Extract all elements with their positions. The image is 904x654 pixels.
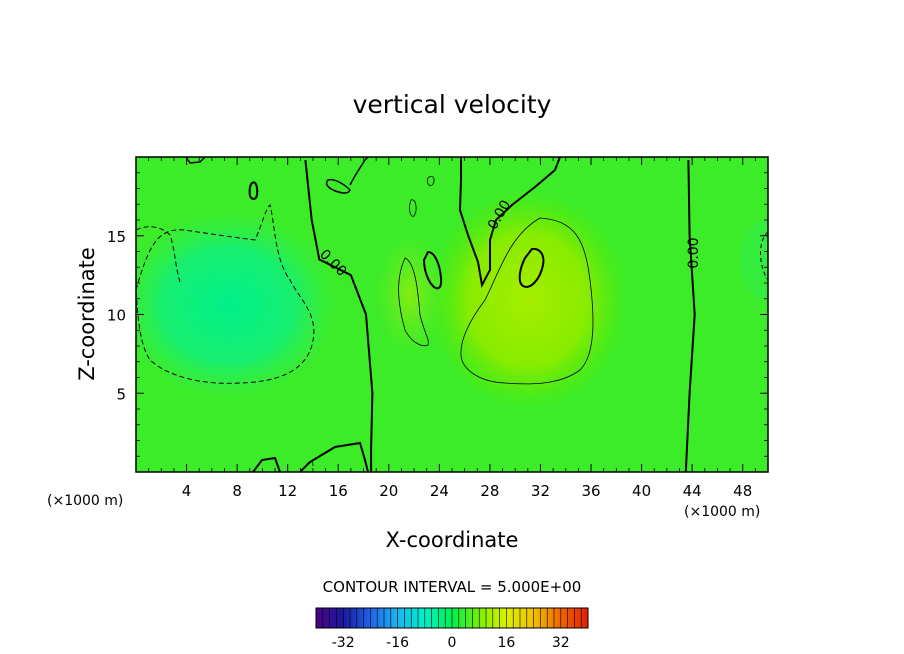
downdraft-shading bbox=[136, 210, 338, 400]
contour-interval-text: CONTOUR INTERVAL = 5.000E+00 bbox=[323, 578, 582, 596]
thin-contour-top-small-2 bbox=[409, 199, 417, 217]
thin-tiny-bottom bbox=[305, 461, 314, 467]
colorbar-segments bbox=[322, 608, 582, 628]
colorbar-tick-label: -32 bbox=[332, 635, 355, 651]
right-edge-shading bbox=[740, 220, 768, 300]
zero-contour-central-tongue bbox=[458, 157, 561, 289]
x-tick-label: 20 bbox=[379, 482, 398, 500]
y-axis-label: Z-coordinate bbox=[75, 247, 99, 381]
x-tick-label: 32 bbox=[531, 482, 550, 500]
small-updraft-shading bbox=[375, 235, 445, 355]
x-units-label-left: (×1000 m) bbox=[47, 493, 123, 509]
thin-dashed-right-edge bbox=[760, 231, 768, 281]
x-tick-label: 44 bbox=[683, 482, 702, 500]
x-tick-label: 24 bbox=[430, 482, 449, 500]
thick-contour-top-blob bbox=[325, 178, 351, 194]
thick-contour-updraft-core bbox=[518, 247, 545, 288]
colorbar: -32 -16 0 16 32 bbox=[315, 607, 589, 651]
zero-contour-right bbox=[684, 160, 696, 472]
colorbar-tick-label: -16 bbox=[386, 635, 409, 651]
negative-contour-downdraft bbox=[136, 204, 315, 384]
y-tick-label: 5 bbox=[116, 385, 126, 403]
contour-lines bbox=[136, 157, 768, 472]
x-tick-label: 4 bbox=[182, 482, 192, 500]
thick-contour-top-left bbox=[185, 157, 206, 164]
thick-contour-small-oval bbox=[422, 250, 443, 290]
x-tick-label: 40 bbox=[632, 482, 651, 500]
zero-contour-bottom-small bbox=[252, 456, 281, 472]
updraft-shading bbox=[428, 190, 628, 410]
chart-title: vertical velocity bbox=[353, 90, 552, 119]
y-tick-label: 10 bbox=[107, 307, 126, 325]
y-tick-label: 15 bbox=[107, 228, 126, 246]
zero-contour-left bbox=[304, 159, 374, 472]
thick-contour-top-hook bbox=[349, 157, 369, 186]
thick-contour-top-oval bbox=[248, 181, 259, 200]
x-units-label-right: (×1000 m) bbox=[684, 504, 760, 520]
x-tick-label: 8 bbox=[232, 482, 242, 500]
x-tick-label: 16 bbox=[329, 482, 348, 500]
colorbar-tick-label: 16 bbox=[497, 635, 515, 651]
contour-label-right: 0.00 bbox=[686, 237, 702, 268]
x-tick-label: 48 bbox=[733, 482, 752, 500]
zero-contour-bottom-lobe bbox=[299, 441, 369, 472]
thin-contour-top-small bbox=[427, 176, 435, 186]
colorbar-frame bbox=[315, 607, 589, 629]
colorbar-tick-label: 0 bbox=[448, 635, 457, 651]
x-tick-label: 28 bbox=[480, 482, 499, 500]
x-tick-label: 36 bbox=[581, 482, 600, 500]
colorbar-tick-label: 32 bbox=[552, 635, 570, 651]
positive-contour-small-lobe bbox=[398, 257, 429, 347]
negative-contour-left-edge bbox=[136, 226, 181, 283]
colorbar-ticks: -32 -16 0 16 32 bbox=[332, 635, 570, 651]
positive-contour-updraft bbox=[460, 217, 594, 385]
plot-area: 0.00 0.00 0.00 bbox=[136, 157, 768, 472]
x-tick-label: 12 bbox=[278, 482, 297, 500]
y-axis: 5 10 15 bbox=[107, 172, 768, 457]
x-axis: 4 8 12 16 20 24 28 32 36 40 44 48 bbox=[148, 157, 756, 500]
x-axis-label: X-coordinate bbox=[386, 528, 519, 552]
